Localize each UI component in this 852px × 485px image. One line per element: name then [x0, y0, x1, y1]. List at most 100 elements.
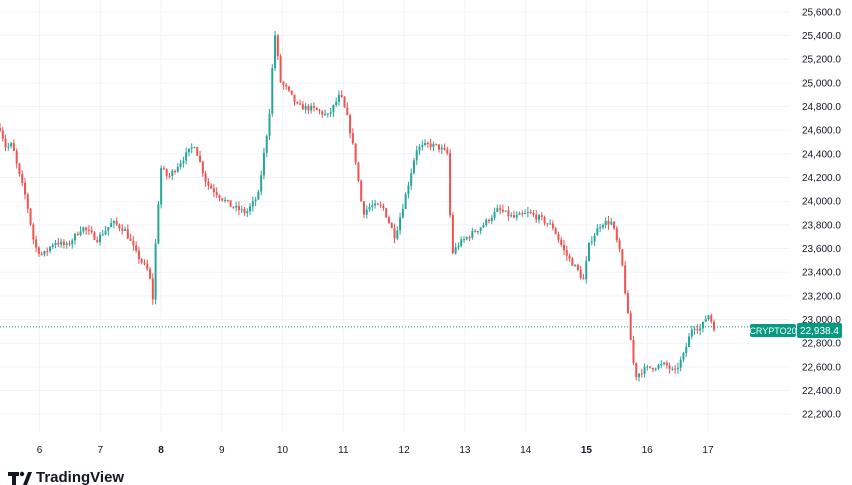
candle-body — [615, 228, 618, 241]
candle-body — [90, 230, 93, 233]
candle-body — [713, 321, 716, 330]
candle-body — [318, 110, 321, 112]
candle-body — [557, 234, 560, 240]
candle-body — [307, 105, 310, 111]
candle-body — [46, 250, 49, 252]
y-tick-label: 22,800.0 — [802, 339, 841, 350]
x-tick-label: 9 — [219, 445, 225, 456]
candle-body — [262, 152, 265, 176]
candle-body — [493, 211, 496, 218]
candle-body — [40, 253, 43, 255]
candle-body — [276, 35, 279, 57]
candle-body — [360, 180, 363, 202]
candle-body — [49, 246, 52, 252]
candle-body — [668, 365, 671, 369]
candle-body — [196, 147, 199, 156]
candle-body — [251, 200, 254, 207]
y-tick-label: 25,600.0 — [802, 7, 841, 18]
candle-body — [349, 115, 352, 134]
candle-body — [435, 143, 438, 145]
candle-body — [510, 215, 513, 217]
candle-body — [454, 247, 457, 254]
candle-body — [643, 366, 646, 374]
candle-body — [74, 233, 77, 241]
candle-body — [515, 214, 518, 218]
candle-body — [351, 133, 354, 144]
candle-body — [101, 234, 104, 236]
candle-body — [613, 221, 616, 229]
candle-body — [457, 245, 460, 248]
candle-body — [87, 229, 90, 231]
candle-body — [568, 255, 571, 259]
candle-body — [104, 230, 107, 235]
candle-body — [663, 362, 666, 365]
candle-body — [626, 293, 629, 314]
candle-body — [374, 203, 377, 206]
candle-body — [260, 175, 263, 192]
candle-body — [343, 96, 346, 108]
y-tick-label: 24,600.0 — [802, 126, 841, 137]
candle-body — [410, 173, 413, 186]
candle-body — [521, 213, 524, 215]
candle-body — [538, 215, 541, 220]
candle-body — [496, 208, 499, 212]
y-tick-label: 22,200.0 — [802, 410, 841, 421]
candlestick-series — [0, 30, 716, 382]
candle-body — [174, 170, 177, 172]
x-tick-label: 13 — [459, 445, 471, 456]
y-tick-label: 22,400.0 — [802, 386, 841, 397]
candle-body — [560, 239, 563, 245]
candle-body — [479, 227, 482, 231]
candle-body — [471, 231, 474, 238]
y-tick-label: 24,400.0 — [802, 149, 841, 160]
candle-body — [310, 105, 313, 111]
candle-body — [357, 162, 360, 181]
candle-body — [543, 217, 546, 224]
candle-body — [271, 67, 274, 114]
tradingview-logo-icon — [8, 471, 32, 485]
candle-body — [432, 143, 435, 147]
candle-body — [621, 249, 624, 266]
symbol-tag-bg — [750, 324, 796, 337]
candle-body — [232, 206, 235, 208]
candle-body — [204, 173, 207, 182]
candle-body — [504, 210, 507, 212]
candle-body — [124, 229, 127, 231]
candle-body — [440, 147, 443, 150]
x-tick-label: 11 — [338, 445, 349, 456]
candle-body — [62, 241, 65, 245]
candle-body — [340, 94, 343, 97]
candle-body — [437, 144, 440, 150]
candle-body — [110, 223, 113, 228]
candle-body — [674, 368, 677, 370]
candle-body — [443, 147, 446, 150]
candle-body — [71, 240, 74, 245]
candle-body — [4, 138, 7, 148]
candle-body — [601, 224, 604, 228]
x-tick-label: 12 — [399, 445, 411, 456]
candle-body — [646, 366, 649, 368]
candle-body — [279, 56, 282, 83]
y-tick-label: 23,600.0 — [802, 244, 841, 255]
candle-body — [565, 250, 568, 256]
candle-body — [157, 204, 160, 244]
candle-body — [296, 102, 299, 104]
candle-body — [418, 146, 421, 151]
candle-body — [257, 191, 260, 200]
y-tick-label: 24,800.0 — [802, 102, 841, 113]
tradingview-logo[interactable]: TradingView — [8, 470, 124, 485]
candle-body — [696, 329, 699, 331]
candle-body — [554, 228, 557, 235]
candle-body — [29, 208, 32, 225]
candle-body — [576, 264, 579, 270]
candle-body — [390, 222, 393, 228]
candle-body — [10, 143, 13, 147]
candle-body — [579, 269, 582, 278]
candle-body — [704, 319, 707, 322]
candle-body — [665, 362, 668, 366]
y-tick-label: 25,200.0 — [802, 55, 841, 66]
candle-body — [274, 35, 277, 68]
x-tick-label: 14 — [520, 445, 532, 456]
candle-body — [446, 149, 449, 154]
